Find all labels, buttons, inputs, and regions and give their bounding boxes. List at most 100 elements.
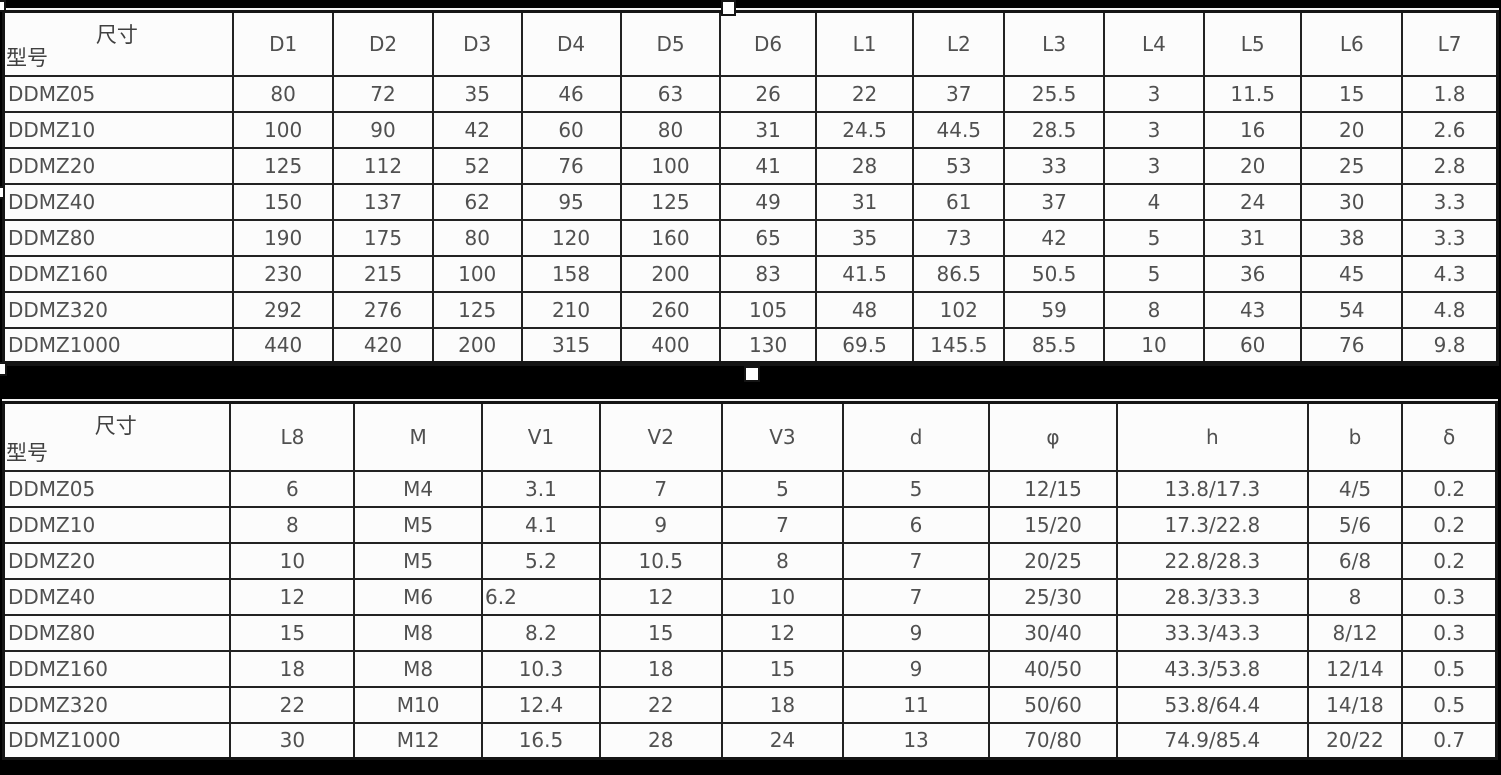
value-cell: 76	[520, 146, 622, 185]
table-resize-handle-bottom-center[interactable]	[744, 366, 760, 382]
value-cell: 1.8	[1401, 74, 1499, 113]
table-resize-handle-left-middle[interactable]	[0, 186, 5, 199]
value-cell: 10	[229, 541, 356, 580]
value-cell: 105	[719, 290, 817, 329]
value-cell: 8/12	[1306, 613, 1404, 652]
column-header-D6: D6	[719, 10, 817, 77]
value-cell: 30/40	[987, 613, 1119, 652]
model-cell: DDMZ10	[2, 110, 235, 149]
model-cell: DDMZ05	[2, 469, 232, 508]
corner-header-cell: 尺寸 型号	[2, 401, 232, 472]
value-cell: 7	[842, 577, 990, 616]
column-header-L4: L4	[1103, 10, 1205, 77]
value-cell: 60	[1202, 326, 1303, 365]
value-cell: 137	[332, 182, 434, 221]
column-header-V1: V1	[480, 401, 601, 472]
value-cell: 440	[232, 326, 335, 365]
value-cell: 5	[842, 469, 990, 508]
value-cell: 200	[431, 326, 523, 365]
column-header-L8: L8	[229, 401, 356, 472]
value-cell: 85.5	[1003, 326, 1106, 365]
value-cell: M8	[353, 613, 483, 652]
value-cell: M12	[353, 721, 483, 760]
value-cell: 18	[229, 649, 356, 688]
table-resize-handle-top-left[interactable]	[0, 0, 6, 12]
value-cell: 260	[619, 290, 722, 329]
value-cell: 42	[1003, 218, 1106, 257]
value-cell: 15	[229, 613, 356, 652]
value-cell: 3.3	[1401, 182, 1499, 221]
column-header-h: h	[1116, 401, 1309, 472]
value-cell: 10	[720, 577, 845, 616]
value-cell: 33.3/43.3	[1116, 613, 1309, 652]
value-cell: 43.3/53.8	[1116, 649, 1309, 688]
value-cell: 11.5	[1202, 74, 1303, 113]
value-cell: 210	[520, 290, 622, 329]
model-cell: DDMZ40	[2, 182, 235, 221]
value-cell: 35	[431, 74, 523, 113]
model-cell: DDMZ05	[2, 74, 235, 113]
value-cell: 292	[232, 290, 335, 329]
value-cell: 12/15	[987, 469, 1119, 508]
column-header-D1: D1	[232, 10, 335, 77]
model-cell: DDMZ20	[2, 541, 232, 580]
table-row-DDMZ40: DDMZ40 150 137 62 95 125 49 31 61 37 4 24 30 3.3	[2, 182, 1499, 221]
corner-label-model: 型号	[6, 45, 48, 70]
value-cell: 100	[431, 254, 523, 293]
value-cell: 69.5	[814, 326, 915, 365]
value-cell: 125	[232, 146, 335, 185]
value-cell: 41	[719, 146, 817, 185]
column-header-L3: L3	[1003, 10, 1106, 77]
value-cell: 35	[814, 218, 915, 257]
model-cell: DDMZ80	[2, 218, 235, 257]
table-row-DDMZ20: DDMZ20 10 M5 5.2 10.5 8 7 20/25 22.8/28.3 6/8 0.2	[2, 541, 1498, 580]
value-cell: 7	[842, 541, 990, 580]
value-cell: 44.5	[912, 110, 1006, 149]
value-cell: 315	[520, 326, 622, 365]
value-cell: 24	[720, 721, 845, 760]
corner-label-size: 尺寸	[95, 23, 138, 47]
value-cell: 10.5	[598, 541, 723, 580]
value-cell: 3	[1103, 74, 1205, 113]
value-cell: 36	[1202, 254, 1303, 293]
value-cell: 4/5	[1306, 469, 1404, 508]
value-cell: 80	[619, 110, 722, 149]
value-cell: 83	[719, 254, 817, 293]
value-cell: 100	[232, 110, 335, 149]
value-cell: 48	[814, 290, 915, 329]
value-cell: 9	[842, 649, 990, 688]
value-cell: 28	[814, 146, 915, 185]
value-cell: 80	[232, 74, 335, 113]
model-cell: DDMZ80	[2, 613, 232, 652]
value-cell: 0.2	[1401, 505, 1498, 544]
value-cell: 20/22	[1306, 721, 1404, 760]
value-cell: 12/14	[1306, 649, 1404, 688]
value-cell: 10	[1103, 326, 1205, 365]
value-cell: 16.5	[480, 721, 601, 760]
value-cell: 5	[1103, 218, 1205, 257]
value-cell: 90	[332, 110, 434, 149]
table-resize-handle-top-center[interactable]	[721, 0, 736, 16]
value-cell: 5	[720, 469, 845, 508]
value-cell: 22	[814, 74, 915, 113]
column-header-L6: L6	[1300, 10, 1404, 77]
table-resize-handle-bottom-left[interactable]	[0, 362, 7, 376]
value-cell: 112	[332, 146, 434, 185]
model-cell: DDMZ1000	[2, 721, 232, 760]
value-cell: 15	[720, 649, 845, 688]
table-row-DDMZ05: DDMZ05 80 72 35 46 63 26 22 37 25.5 3 11.5 15 1.8	[2, 74, 1499, 113]
table-row-DDMZ80: DDMZ80 190 175 80 120 160 65 35 73 42 5 31 38 3.3	[2, 218, 1499, 257]
value-cell: 0.3	[1401, 577, 1498, 616]
column-header-V2: V2	[598, 401, 723, 472]
value-cell: 14/18	[1306, 685, 1404, 724]
model-cell: DDMZ160	[2, 254, 235, 293]
value-cell: 13.8/17.3	[1116, 469, 1309, 508]
value-cell: 28.5	[1003, 110, 1106, 149]
value-cell: 6.2	[480, 577, 601, 616]
value-cell: 22	[229, 685, 356, 724]
value-cell: 33	[1003, 146, 1106, 185]
value-cell: 8.2	[480, 613, 601, 652]
value-cell: 4.8	[1401, 290, 1499, 329]
value-cell: M5	[353, 505, 483, 544]
value-cell: 25	[1300, 146, 1404, 185]
